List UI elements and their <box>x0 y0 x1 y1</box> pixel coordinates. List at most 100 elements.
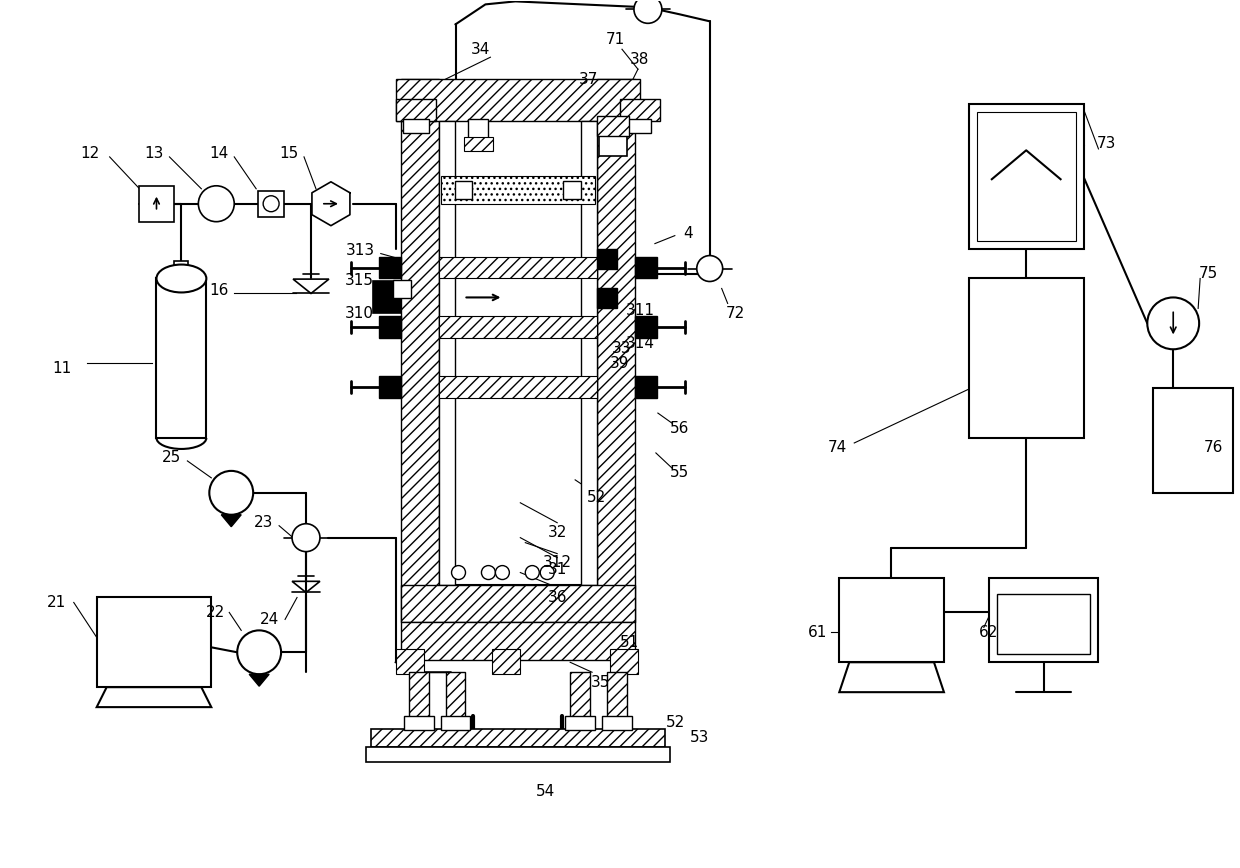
Bar <box>620 99 660 121</box>
Bar <box>439 257 598 279</box>
Bar <box>445 672 465 717</box>
Text: 23: 23 <box>253 516 273 530</box>
Polygon shape <box>97 687 211 707</box>
Bar <box>988 577 1099 662</box>
Bar <box>409 672 429 717</box>
Bar <box>366 747 670 762</box>
Bar <box>258 191 284 217</box>
Text: 12: 12 <box>81 147 99 161</box>
Circle shape <box>526 566 539 580</box>
Bar <box>401 584 635 622</box>
Text: 36: 36 <box>547 590 567 605</box>
Text: 62: 62 <box>980 625 998 640</box>
Text: 22: 22 <box>206 605 224 620</box>
Bar <box>603 716 632 730</box>
Bar <box>635 316 657 339</box>
Circle shape <box>481 566 496 580</box>
Bar <box>156 279 206 438</box>
Bar <box>439 376 598 398</box>
Bar <box>378 257 401 279</box>
Text: 38: 38 <box>630 52 650 67</box>
Bar <box>371 729 665 747</box>
Text: 16: 16 <box>210 283 229 298</box>
Bar <box>1153 388 1233 493</box>
Bar <box>404 716 434 730</box>
Bar <box>968 279 1084 438</box>
Text: 39: 39 <box>610 356 630 371</box>
Bar <box>598 116 629 136</box>
Bar <box>139 186 175 221</box>
Text: 54: 54 <box>536 785 554 799</box>
Bar <box>396 649 424 674</box>
Text: 11: 11 <box>52 361 72 376</box>
Circle shape <box>237 630 281 674</box>
Bar <box>175 260 188 279</box>
Bar <box>378 316 401 339</box>
Bar <box>598 288 618 308</box>
Circle shape <box>263 196 279 212</box>
Text: 35: 35 <box>590 674 610 690</box>
Bar <box>565 716 595 730</box>
Circle shape <box>1147 298 1199 349</box>
Circle shape <box>541 566 554 580</box>
Text: 73: 73 <box>1096 136 1116 151</box>
Polygon shape <box>249 674 269 687</box>
Bar <box>598 79 635 622</box>
Bar <box>440 176 595 204</box>
Text: 75: 75 <box>1199 266 1218 281</box>
Text: 13: 13 <box>145 147 164 161</box>
Text: 72: 72 <box>725 306 745 321</box>
Text: 310: 310 <box>345 306 373 321</box>
Bar <box>401 79 439 622</box>
Bar <box>401 622 635 661</box>
Text: 56: 56 <box>670 420 689 436</box>
Bar <box>635 257 657 279</box>
Circle shape <box>451 566 465 580</box>
Text: 31: 31 <box>548 562 567 577</box>
Bar <box>599 121 627 156</box>
Bar <box>439 121 455 584</box>
Ellipse shape <box>156 265 206 293</box>
Bar <box>839 577 944 662</box>
Text: 312: 312 <box>543 556 572 570</box>
Circle shape <box>293 523 320 552</box>
Bar <box>455 181 472 199</box>
Text: 314: 314 <box>625 336 655 351</box>
Text: 25: 25 <box>161 450 181 465</box>
Bar <box>977 112 1075 240</box>
Text: 34: 34 <box>471 42 490 56</box>
Text: 51: 51 <box>620 635 640 650</box>
Bar <box>570 672 590 717</box>
Text: 53: 53 <box>689 729 709 745</box>
Bar <box>968 104 1084 248</box>
Text: 4: 4 <box>683 227 693 241</box>
Text: 33: 33 <box>613 341 631 356</box>
Bar <box>582 121 598 584</box>
Bar <box>492 649 521 674</box>
Bar <box>598 248 618 268</box>
Text: 76: 76 <box>1203 440 1223 456</box>
Circle shape <box>198 186 234 221</box>
Text: 55: 55 <box>670 465 689 480</box>
Text: 52: 52 <box>587 490 605 505</box>
Text: 37: 37 <box>578 72 598 87</box>
Text: 61: 61 <box>807 625 827 640</box>
Bar <box>396 99 435 121</box>
Text: 52: 52 <box>666 714 686 730</box>
Bar <box>608 672 627 717</box>
Polygon shape <box>839 662 944 692</box>
Bar <box>439 316 598 339</box>
Text: 15: 15 <box>279 147 299 161</box>
Bar <box>440 716 470 730</box>
Bar <box>610 649 637 674</box>
Polygon shape <box>221 515 242 527</box>
Bar <box>373 281 401 313</box>
Text: 311: 311 <box>625 303 655 318</box>
Text: 71: 71 <box>605 32 625 47</box>
Bar <box>378 376 401 398</box>
Text: 315: 315 <box>345 273 373 288</box>
Circle shape <box>634 0 662 23</box>
Bar <box>464 137 494 151</box>
Circle shape <box>496 566 510 580</box>
Circle shape <box>210 470 253 515</box>
